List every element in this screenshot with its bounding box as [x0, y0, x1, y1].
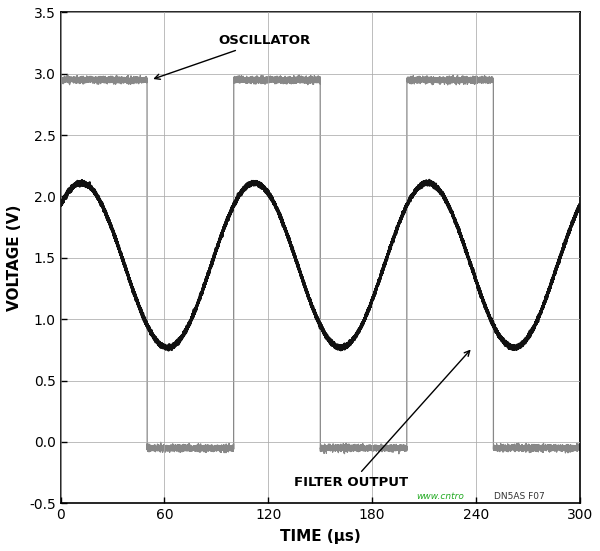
- Text: FILTER OUTPUT: FILTER OUTPUT: [295, 350, 470, 489]
- Text: DN5AS F07: DN5AS F07: [494, 492, 545, 501]
- X-axis label: TIME (µs): TIME (µs): [280, 529, 361, 544]
- Text: OSCILLATOR: OSCILLATOR: [155, 34, 311, 79]
- Text: www.cntro: www.cntro: [416, 492, 464, 501]
- Y-axis label: VOLTAGE (V): VOLTAGE (V): [7, 204, 22, 311]
